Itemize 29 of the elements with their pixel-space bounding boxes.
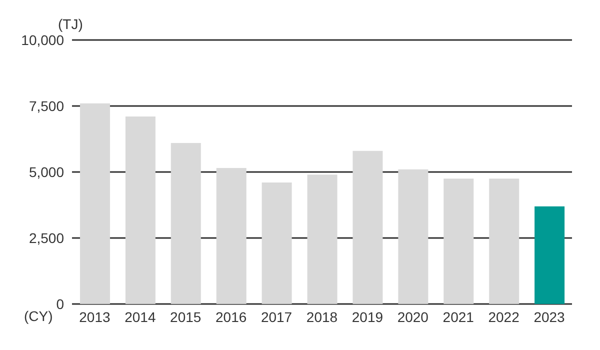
- x-tick-label: 2015: [170, 308, 202, 325]
- x-axis-title: (CY): [24, 308, 53, 324]
- y-axis-title: (TJ): [58, 16, 83, 32]
- x-tick-label: 2014: [124, 308, 156, 325]
- x-tick-label: 2020: [397, 308, 429, 325]
- bar: [216, 168, 246, 304]
- x-tick-label: 2021: [442, 308, 474, 325]
- x-tick-label: 2016: [216, 308, 247, 325]
- x-tick-label: 2013: [79, 308, 111, 325]
- bar: [262, 182, 292, 304]
- bar: [80, 103, 110, 304]
- y-tick-label: 7,500: [28, 98, 64, 114]
- x-tick-label: 2018: [306, 308, 338, 325]
- x-tick-label: 2023: [534, 308, 566, 325]
- bar: [307, 174, 338, 304]
- bar: [170, 142, 201, 304]
- bar: [489, 178, 520, 304]
- y-tick-label: 5,000: [28, 164, 64, 180]
- bar: [534, 206, 565, 304]
- bar: [125, 116, 156, 304]
- y-tick-label: 10,000: [21, 32, 64, 48]
- x-tick-label: 2019: [352, 308, 384, 325]
- bar: [352, 150, 383, 304]
- bar: [398, 169, 428, 304]
- x-tick-label: 2022: [488, 308, 520, 325]
- y-tick-label: 2,500: [28, 230, 64, 246]
- y-tick-label: 0: [56, 296, 64, 312]
- x-tick-label: 2017: [260, 308, 292, 325]
- bar: [444, 178, 474, 304]
